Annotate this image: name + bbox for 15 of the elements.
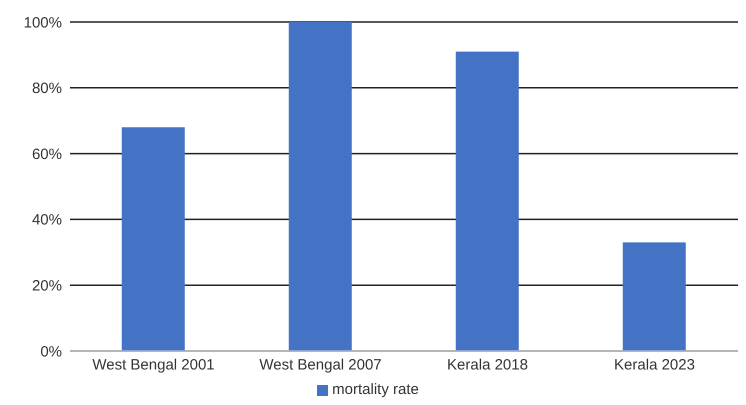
bar [456, 52, 519, 351]
y-tick-label: 60% [32, 146, 62, 163]
x-tick-label: Kerala 2023 [614, 356, 695, 374]
y-tick-label: 100% [24, 14, 62, 32]
x-tick-label: Kerala 2018 [447, 356, 528, 374]
y-tick-label: 20% [32, 278, 62, 295]
bar [288, 22, 352, 351]
y-tick-label: 40% [32, 212, 62, 229]
bar [622, 242, 686, 351]
legend-label: mortality rate [332, 381, 419, 398]
x-tick-label: West Bengal 2001 [92, 356, 215, 374]
y-tick-label: 80% [32, 80, 62, 98]
y-tick-label: 0% [40, 343, 62, 360]
bar [122, 127, 185, 351]
x-tick-label: West Bengal 2007 [259, 356, 382, 374]
